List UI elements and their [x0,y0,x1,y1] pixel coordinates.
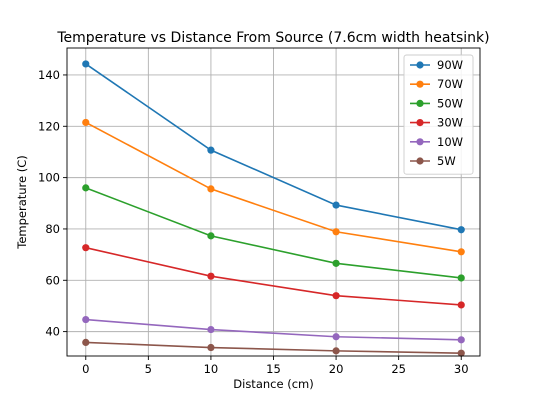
data-point-70w [207,185,215,193]
series-90w [82,60,465,234]
series-line-10w [85,318,462,341]
data-point-70w [457,248,465,256]
data-point-90w [207,146,215,154]
y-tick-label: 40 [45,325,60,339]
series-line-5w [85,341,462,354]
data-point-50w [332,259,340,267]
data-point-10w [82,315,90,324]
legend-entry-5w: 5W [410,154,456,168]
data-point-30w [207,272,215,280]
data-point-90w [457,226,465,234]
x-axis-label: Distance (cm) [233,377,313,391]
data-point-30w [332,292,340,300]
data-point-10w [457,336,465,344]
legend-entry-30w: 30W [410,116,463,130]
legend-label-70w: 70W [437,77,463,91]
series-line-90w [85,63,462,231]
data-point-5w [332,347,340,355]
series-layer [82,60,465,357]
series-5w [82,338,465,357]
data-point-10w [207,325,215,334]
series-50w [82,184,465,282]
legend: 90W 70W 50W 30W 10W 5W [403,54,474,175]
data-point-50w [82,184,90,192]
x-tick-label: 0 [82,362,89,376]
y-tick-label: 120 [38,119,60,133]
data-point-5w [207,343,215,352]
data-point-50w [457,274,465,282]
legend-entry-10w: 10W [410,135,463,149]
series-line-70w [85,121,462,253]
data-point-50w [207,232,215,240]
y-tick-label: 60 [45,273,60,287]
legend-label-30w: 30W [437,116,463,130]
legend-marker-5w [416,157,424,165]
data-point-90w [332,201,340,209]
axis-ticks: 0 5 10 15 20 25 30 40 60 80 100 120 140 [38,68,469,376]
data-point-30w [457,301,465,309]
x-tick-label: 20 [329,362,344,376]
legend-marker-30w [416,119,424,127]
data-point-70w [332,228,340,236]
x-tick-label: 30 [454,362,469,376]
legend-label-90w: 90W [437,58,463,72]
y-tick-label: 140 [38,68,60,82]
y-tick-label: 100 [38,171,60,185]
x-tick-label: 25 [391,362,406,376]
series-line-30w [85,246,462,306]
legend-marker-50w [416,99,424,107]
legend-marker-90w [416,61,424,69]
x-tick-label: 10 [204,362,219,376]
legend-entry-70w: 70W [410,77,463,91]
series-30w [82,244,465,309]
legend-entry-90w: 90W [410,58,463,72]
legend-label-50w: 50W [437,96,463,110]
legend-marker-70w [416,80,424,88]
data-point-70w [82,118,90,127]
data-point-10w [332,333,340,341]
legend-marker-10w [416,138,424,146]
data-point-90w [82,60,90,68]
series-line-50w [85,187,462,279]
x-tick-label: 15 [266,362,281,376]
legend-entry-50w: 50W [410,96,463,110]
data-point-30w [82,244,90,252]
series-10w [82,315,465,344]
legend-label-10w: 10W [437,135,463,149]
y-tick-label: 80 [45,222,60,236]
data-point-5w [82,338,90,346]
x-tick-label: 5 [145,362,152,376]
data-point-5w [457,349,465,357]
chart-title: Temperature vs Distance From Source (7.6… [56,30,489,46]
y-axis-label: Temperature (C) [15,155,29,250]
series-70w [82,118,465,256]
legend-label-5w: 5W [437,154,456,168]
